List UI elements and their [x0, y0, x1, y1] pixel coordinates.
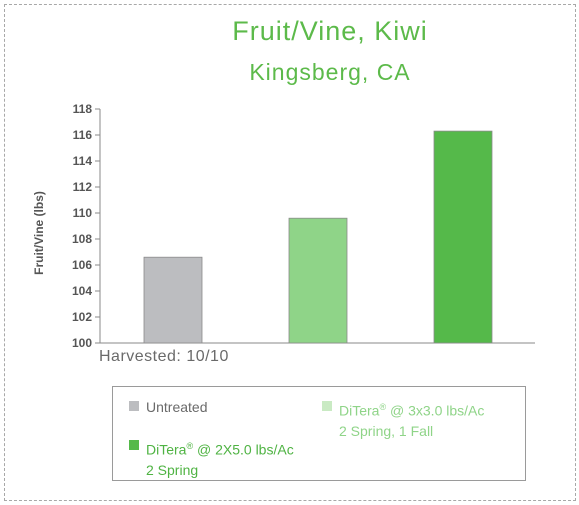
bar-1	[143, 256, 203, 344]
y-tick-label: 114	[73, 154, 93, 168]
legend-label-3x3-name: DiTera	[339, 402, 380, 419]
bar-2	[288, 217, 348, 344]
y-tick-label: 110	[73, 206, 93, 220]
y-tick-label: 104	[72, 284, 92, 298]
legend-label-untreated: Untreated	[146, 399, 208, 415]
bars	[143, 130, 493, 344]
legend-swatch-untreated	[129, 401, 139, 411]
y-tick-label: 118	[73, 102, 93, 116]
chart-frame	[4, 4, 576, 501]
registered-mark: ®	[379, 402, 387, 412]
legend-label-3x3-timing: 2 Spring, 1 Fall	[339, 422, 434, 439]
y-tick-label: 100	[72, 336, 92, 350]
legend-label-2x5-timing: 2 Spring	[146, 461, 199, 478]
legend-label-2x5-name: DiTera	[146, 441, 187, 458]
y-tick-label: 108	[72, 232, 92, 246]
bar-3	[433, 130, 493, 344]
registered-mark: ®	[186, 441, 194, 451]
y-axis-label: Fruit/Vine (lbs)	[32, 191, 46, 275]
y-tick-label: 112	[73, 180, 93, 194]
y-tick-label: 116	[73, 128, 93, 142]
legend-swatch-3x3	[322, 401, 332, 411]
y-tick-label: 102	[72, 310, 92, 324]
legend: Untreated DiTera® @ 3x3.0 lbs/Ac 2 Sprin…	[112, 386, 526, 481]
legend-label-3x3-rate: @ 3x3.0 lbs/Ac	[386, 402, 485, 419]
chart-subtitle: Kingsberg, CA	[249, 59, 411, 85]
legend-swatch-2x5	[129, 440, 139, 450]
y-tick-label: 106	[72, 258, 92, 272]
legend-label-2x5-rate: @ 2X5.0 lbs/Ac	[193, 441, 294, 458]
chart-title: Fruit/Vine, Kiwi	[232, 16, 428, 46]
harvest-annotation: Harvested: 10/10	[99, 348, 229, 365]
